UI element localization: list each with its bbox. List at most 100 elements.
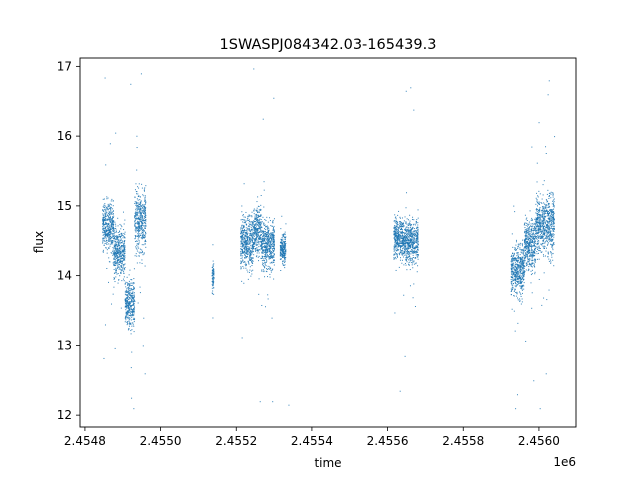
data-point [113,272,115,274]
data-point [257,229,259,231]
data-point [122,237,124,239]
data-point [534,236,536,238]
data-point [410,239,412,241]
data-point [269,237,271,239]
data-point [117,237,119,239]
data-point [248,236,250,238]
data-point [111,237,113,239]
data-point [137,218,139,220]
data-point [114,244,116,246]
data-point [113,239,115,241]
data-point [525,218,527,220]
data-point [266,237,268,239]
data-point [273,260,275,262]
data-point [523,267,525,269]
data-point [103,207,105,209]
data-point [273,236,275,238]
data-point [249,250,251,252]
data-point [520,271,522,273]
data-point [140,201,142,203]
data-point [116,261,118,263]
data-point [394,243,396,245]
data-point [530,230,532,232]
data-point [532,240,534,242]
data-point [135,204,137,206]
data-point [138,207,140,209]
data-point [406,237,408,239]
data-point [129,314,131,316]
data-point [514,257,516,259]
data-point [139,222,141,224]
data-point [514,282,516,284]
data-point [113,223,115,225]
data-point [393,248,395,250]
data-point [125,297,127,299]
data-point [119,233,121,235]
data-point [522,256,524,258]
data-point [120,271,122,273]
data-point [534,227,536,229]
data-point [257,218,259,220]
data-point [145,212,147,214]
data-point [518,280,520,282]
data-point [524,255,526,257]
data-point [519,247,521,249]
data-point [405,235,407,237]
data-point [257,242,259,244]
data-point [531,239,533,241]
data-point [123,245,125,247]
data-point [267,268,269,270]
data-point [107,229,109,231]
data-point [284,237,286,239]
data-point [523,273,525,275]
data-point [132,291,134,293]
data-point [412,297,414,299]
data-point [211,272,213,274]
data-point [271,252,273,254]
data-point [261,221,263,223]
data-point [255,229,257,231]
data-point [102,218,104,220]
data-point [114,259,116,261]
data-point [524,271,526,273]
data-point [402,231,404,233]
data-point [282,262,284,264]
data-point [130,279,132,281]
data-point [211,266,213,268]
data-point [249,230,251,232]
data-point [398,233,400,235]
data-point [251,235,253,237]
data-point [142,232,144,234]
data-point [247,249,249,251]
data-point [533,245,535,247]
data-point [128,327,130,329]
data-point [128,280,130,282]
data-point [281,238,283,240]
data-point [144,199,146,201]
data-point [511,290,513,292]
data-point [253,226,255,228]
data-point [397,221,399,223]
data-point [244,255,246,257]
data-point [134,219,136,221]
data-point [534,273,536,275]
data-point [138,243,140,245]
data-point [110,212,112,214]
data-point [283,246,285,248]
data-point [400,242,402,244]
data-point [405,207,407,209]
data-point [273,230,275,232]
data-point [529,249,531,251]
data-point [400,237,402,239]
data-point [252,233,254,235]
data-point [115,255,117,257]
data-point [406,239,408,241]
data-point [256,207,258,209]
data-point [414,248,416,250]
data-point [522,270,524,272]
data-point [520,279,522,281]
data-point [408,236,410,238]
data-point [510,264,512,266]
data-point [144,240,146,242]
data-point [413,252,415,254]
